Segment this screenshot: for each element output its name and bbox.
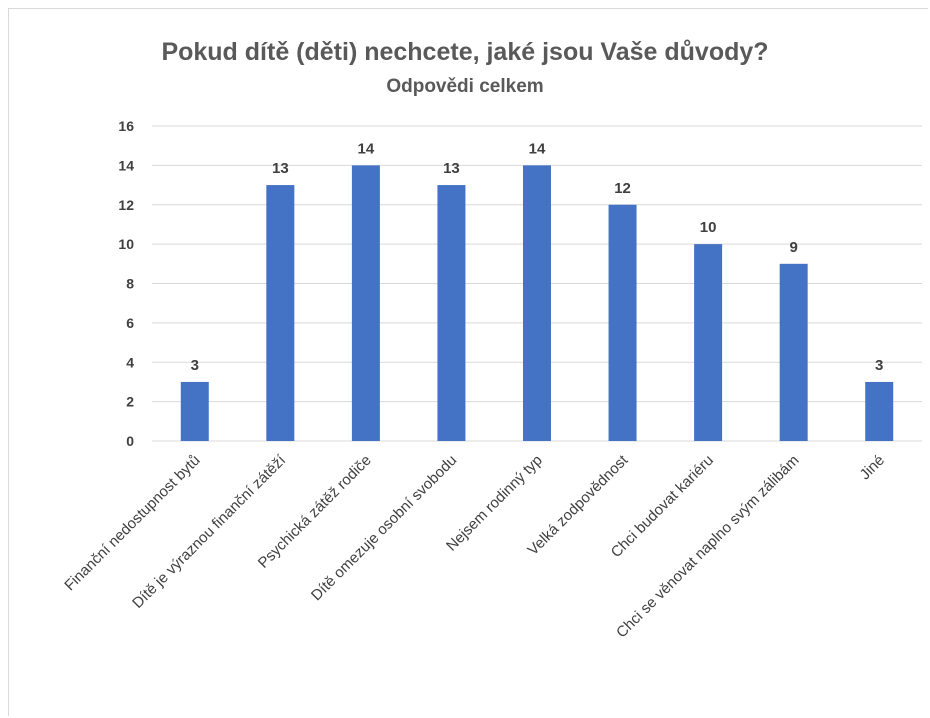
bar bbox=[865, 381, 894, 441]
category-label: Finanční nedostupnost bytů bbox=[61, 452, 203, 594]
bar bbox=[266, 185, 295, 441]
data-label: 10 bbox=[700, 219, 717, 236]
y-tick-label: 12 bbox=[118, 197, 134, 213]
data-label: 14 bbox=[529, 140, 546, 157]
bar bbox=[608, 204, 637, 441]
category-label: Dítě omezuje osobní svobodu bbox=[308, 452, 460, 604]
bar bbox=[437, 185, 466, 441]
y-tick-label: 8 bbox=[126, 276, 134, 292]
category-label: Dítě je výraznou finanční zátěží bbox=[129, 451, 290, 612]
data-label: 13 bbox=[272, 160, 289, 177]
bar bbox=[351, 165, 380, 441]
chart-title: Pokud dítě (děti) nechcete, jaké jsou Va… bbox=[161, 38, 769, 66]
data-label: 12 bbox=[614, 180, 631, 197]
data-label: 14 bbox=[358, 140, 375, 157]
y-tick-label: 14 bbox=[118, 157, 134, 173]
y-axis-ticks: 0 2 4 6 8 10 12 14 16 bbox=[118, 118, 134, 449]
y-tick-label: 4 bbox=[126, 354, 134, 370]
y-tick-label: 2 bbox=[126, 394, 134, 410]
data-label: 3 bbox=[191, 357, 199, 374]
bar bbox=[523, 165, 551, 441]
y-tick-label: 6 bbox=[126, 315, 134, 331]
bar bbox=[779, 263, 808, 441]
category-label: Nejsem rodinný typ bbox=[443, 452, 546, 555]
category-label: Chci se věnovat naplno svým zálibám bbox=[613, 452, 802, 641]
chart-subtitle: Odpovědi celkem bbox=[386, 76, 544, 97]
y-tick-label: 10 bbox=[118, 236, 134, 252]
y-tick-label: 0 bbox=[126, 433, 134, 449]
bar bbox=[694, 244, 723, 441]
data-label: 9 bbox=[789, 239, 797, 256]
data-label: 3 bbox=[875, 357, 883, 374]
category-label: Jiné bbox=[857, 452, 888, 483]
data-labels: 3 13 14 13 14 12 10 9 3 bbox=[191, 140, 884, 374]
data-label: 13 bbox=[443, 160, 460, 177]
bar bbox=[180, 381, 209, 441]
y-tick-label: 16 bbox=[118, 118, 134, 134]
bars bbox=[180, 165, 894, 441]
